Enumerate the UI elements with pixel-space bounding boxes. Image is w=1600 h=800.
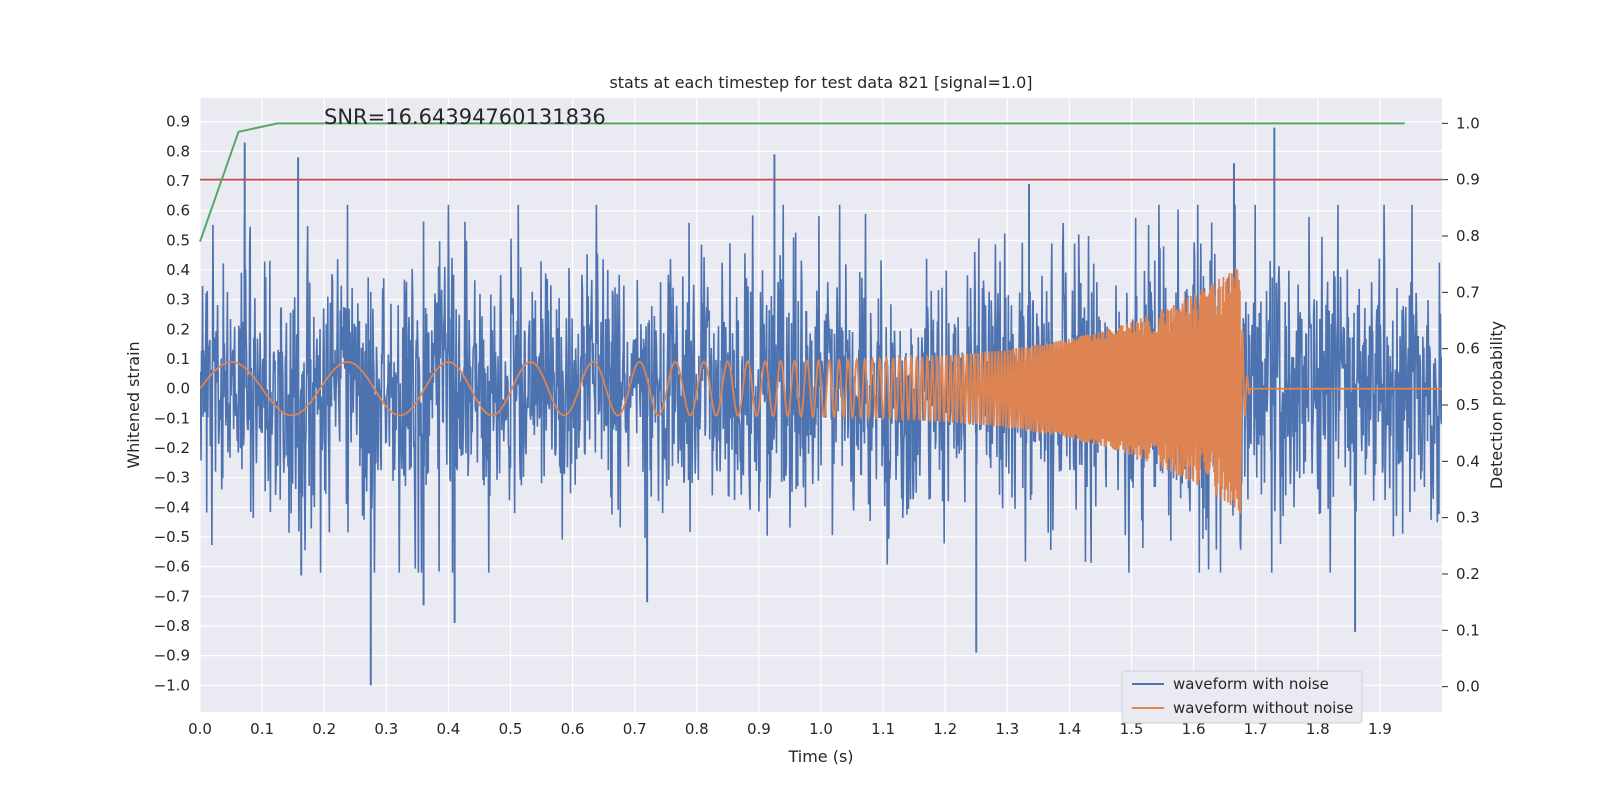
series-line-detection-probability bbox=[199, 122, 1405, 242]
y-tick-label: −0.9 bbox=[154, 647, 190, 665]
y-tick-label: 0.5 bbox=[166, 231, 190, 249]
series-line-waveform-without-noise bbox=[200, 268, 1442, 514]
legend-label-noise: waveform with noise bbox=[1173, 675, 1329, 693]
x-axis-label: Time (s) bbox=[787, 747, 853, 766]
x-tick-label: 1.6 bbox=[1182, 720, 1206, 738]
y-tick-label: −0.3 bbox=[154, 469, 190, 487]
x-tick-label: 1.0 bbox=[809, 720, 833, 738]
x-tick-label: 1.7 bbox=[1244, 720, 1268, 738]
y2-tick-label: 0.4 bbox=[1456, 452, 1480, 470]
snr-annotation: SNR=16.64394760131836 bbox=[324, 105, 606, 129]
x-tick-label: 0.7 bbox=[623, 720, 647, 738]
x-tick-label: 1.1 bbox=[871, 720, 895, 738]
legend: waveform with noise waveform without noi… bbox=[1121, 670, 1363, 724]
y-tick-label: 0.0 bbox=[166, 380, 190, 398]
y2-tick-label: 0.6 bbox=[1456, 340, 1480, 358]
y2-tick-label: 0.1 bbox=[1456, 621, 1480, 639]
chart-title: stats at each timestep for test data 821… bbox=[609, 73, 1032, 92]
x-tick-label: 0.3 bbox=[374, 720, 398, 738]
x-tick-label: 1.8 bbox=[1306, 720, 1330, 738]
x-tick-label: 1.2 bbox=[933, 720, 957, 738]
y2-tick-label: 0.3 bbox=[1456, 509, 1480, 527]
y-tick-label: −0.2 bbox=[154, 439, 190, 457]
x-tick-label: 0.4 bbox=[436, 720, 460, 738]
y-tick-label: 0.4 bbox=[166, 261, 190, 279]
x-tick-label: 1.9 bbox=[1368, 720, 1392, 738]
y2-tick-label: 0.7 bbox=[1456, 283, 1480, 301]
y2-tick-labels: 1.0 0.9 0.8 0.7 0.6 0.5 0.4 0.3 0.2 0.1 0.0 bbox=[1442, 114, 1480, 696]
y-tick-label: −0.1 bbox=[154, 409, 190, 427]
y-tick-label: −0.8 bbox=[154, 617, 190, 635]
series-line-waveform-with-noise bbox=[200, 204, 1442, 573]
x-tick-label: 1.4 bbox=[1057, 720, 1081, 738]
x-tick-label: 1.3 bbox=[995, 720, 1019, 738]
y-tick-labels: 0.9 0.8 0.7 0.6 0.5 0.4 0.3 0.2 0.1 0.0 −0.1 −0.2 −0… bbox=[154, 113, 190, 695]
x-tick-labels: 0.0 0.1 0.2 0.3 0.4 0.5 0.6 0.7 0.8 0.9 1.0 1.1 1.2 1… bbox=[188, 720, 1392, 738]
y2-axis-label: Detection probability bbox=[1487, 321, 1506, 489]
x-tick-label: 1.5 bbox=[1120, 720, 1144, 738]
y2-tick-label: 0.9 bbox=[1456, 171, 1480, 189]
y2-tick-label: 0.2 bbox=[1456, 565, 1480, 583]
legend-label-clean: waveform without noise bbox=[1173, 699, 1353, 717]
y-tick-label: 0.2 bbox=[166, 320, 190, 338]
y2-tick-label: 0.8 bbox=[1456, 227, 1480, 245]
y-tick-label: 0.7 bbox=[166, 172, 190, 190]
y2-tick-label: 0.0 bbox=[1456, 678, 1480, 696]
legend-box bbox=[1121, 670, 1363, 724]
y-axis-label: Whitened strain bbox=[124, 341, 143, 468]
x-tick-label: 0.8 bbox=[685, 720, 709, 738]
y-tick-label: 0.6 bbox=[166, 202, 190, 220]
y-tick-label: −0.4 bbox=[154, 498, 190, 516]
x-tick-label: 0.5 bbox=[499, 720, 523, 738]
y-tick-label: −1.0 bbox=[154, 676, 190, 694]
y-tick-label: 0.8 bbox=[166, 142, 190, 160]
y-tick-label: 0.9 bbox=[166, 113, 190, 131]
x-tick-label: 0.2 bbox=[312, 720, 336, 738]
x-tick-label: 0.0 bbox=[188, 720, 212, 738]
y2-tick-label: 1.0 bbox=[1456, 114, 1480, 132]
y-tick-label: 0.3 bbox=[166, 291, 190, 309]
y-tick-label: 0.1 bbox=[166, 350, 190, 368]
y-tick-label: −0.7 bbox=[154, 587, 190, 605]
y-tick-label: −0.6 bbox=[154, 558, 190, 576]
series-layer bbox=[199, 122, 1442, 686]
x-tick-label: 0.1 bbox=[250, 720, 274, 738]
y-tick-label: −0.5 bbox=[154, 528, 190, 546]
x-tick-label: 0.9 bbox=[747, 720, 771, 738]
x-tick-label: 0.6 bbox=[561, 720, 585, 738]
y2-tick-label: 0.5 bbox=[1456, 396, 1480, 414]
